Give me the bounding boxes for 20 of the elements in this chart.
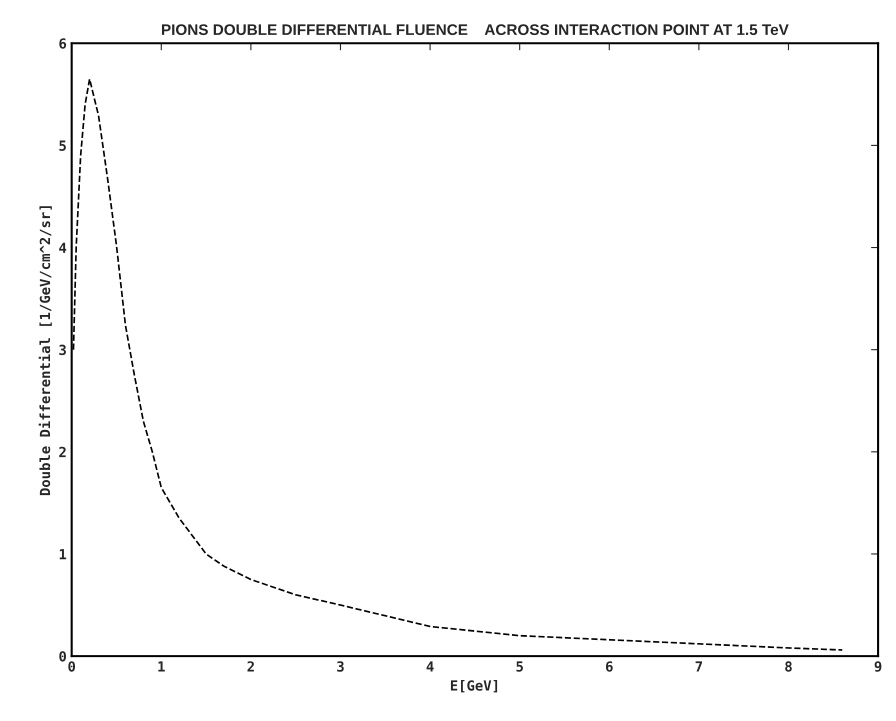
x-tick-label: 6: [606, 661, 613, 672]
x-tick-label: 2: [247, 661, 254, 672]
y-tick-label: 6: [59, 38, 66, 49]
y-tick-label: 4: [59, 242, 66, 253]
x-tick-label: 0: [68, 661, 76, 672]
chart-title: PIONS DOUBLE DIFFERENTIAL FLUENCE ACROSS INTERACTION POINT AT 1.5 TeV: [162, 24, 789, 36]
y-tick-label: 5: [59, 140, 66, 151]
x-tick-label: 3: [337, 661, 344, 672]
x-tick-label: 1: [158, 661, 165, 672]
x-tick-label: 8: [785, 661, 792, 672]
y-tick-label: 3: [59, 344, 66, 356]
x-axis-title: E[GeV]: [450, 680, 498, 692]
y-tick-label: 1: [60, 549, 66, 560]
x-tick-label: 9: [874, 661, 882, 672]
y-axis-title: Double Differential [1/GeV/cm^2/sr]: [38, 206, 52, 496]
x-tick-label: 4: [426, 661, 434, 672]
x-tick-label: 5: [516, 661, 523, 672]
y-tick-label: 0: [59, 651, 66, 662]
x-tick-label: 7: [696, 661, 702, 672]
y-tick-label: 2: [59, 446, 66, 458]
